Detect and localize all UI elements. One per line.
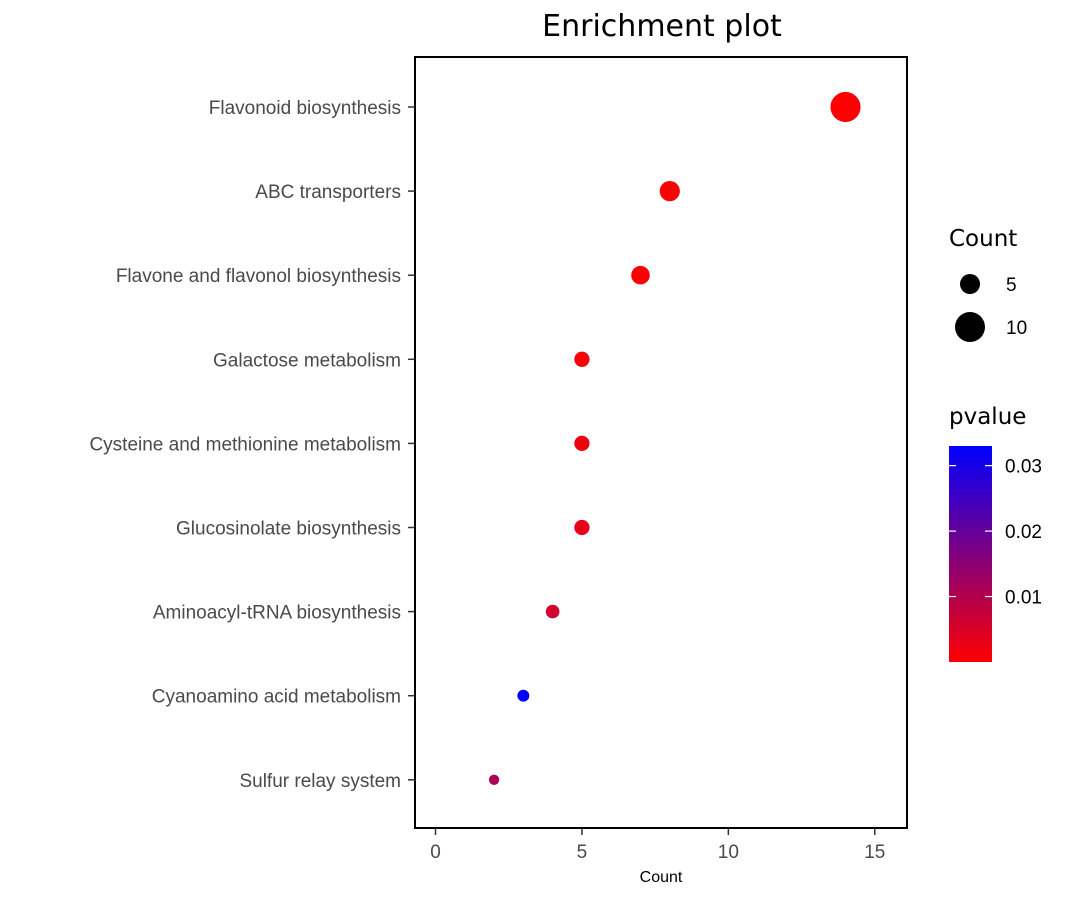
data-point [830, 92, 860, 122]
x-tick-label: 15 [864, 842, 885, 863]
x-tick-label: 0 [430, 842, 441, 863]
x-axis: 0 5 10 15 [430, 828, 885, 863]
category-label: Flavone and flavonol biosynthesis [116, 266, 401, 287]
data-point [660, 181, 680, 201]
category-label: Aminoacyl-tRNA biosynthesis [153, 603, 401, 624]
size-legend-label-5: 5 [1006, 275, 1017, 296]
x-tick-label: 5 [577, 842, 588, 863]
colorbar-tick-label: 0.03 [1005, 457, 1042, 478]
color-legend: pvalue 0.03 0.02 0.01 [949, 404, 1042, 662]
x-axis-title: Count [640, 869, 683, 886]
data-points [489, 92, 861, 785]
category-label: ABC transporters [255, 182, 401, 203]
plot-panel [415, 57, 907, 828]
category-label: Cysteine and methionine metabolism [89, 434, 401, 455]
colorbar-tick-label: 0.02 [1005, 522, 1042, 543]
category-label: Glucosinolate biosynthesis [176, 519, 401, 540]
category-label: Sulfur relay system [239, 771, 401, 792]
chart-title: Enrichment plot [542, 9, 782, 44]
data-point [517, 690, 529, 702]
x-tick-label: 10 [718, 842, 739, 863]
category-label: Flavonoid biosynthesis [209, 98, 401, 119]
data-point [631, 266, 650, 285]
data-point [489, 775, 499, 785]
size-legend-dot-5 [960, 274, 980, 294]
category-label: Cyanoamino acid metabolism [152, 687, 401, 708]
color-legend-bar [949, 446, 992, 662]
colorbar-tick-label: 0.01 [1005, 588, 1042, 609]
size-legend: Count 5 10 [949, 226, 1027, 342]
category-label: Galactose metabolism [213, 350, 401, 371]
data-point [546, 605, 560, 619]
data-point [574, 436, 589, 451]
data-point [574, 352, 589, 367]
size-legend-dot-10 [955, 312, 985, 342]
y-axis: Flavonoid biosynthesis ABC transporters Fl… [89, 98, 415, 792]
data-point [574, 520, 589, 535]
size-legend-label-10: 10 [1006, 318, 1027, 339]
enrichment-chart: Enrichment plot Flavonoid biosynthesis AB… [0, 0, 1080, 900]
size-legend-title: Count [949, 226, 1017, 252]
color-legend-title: pvalue [949, 404, 1026, 430]
